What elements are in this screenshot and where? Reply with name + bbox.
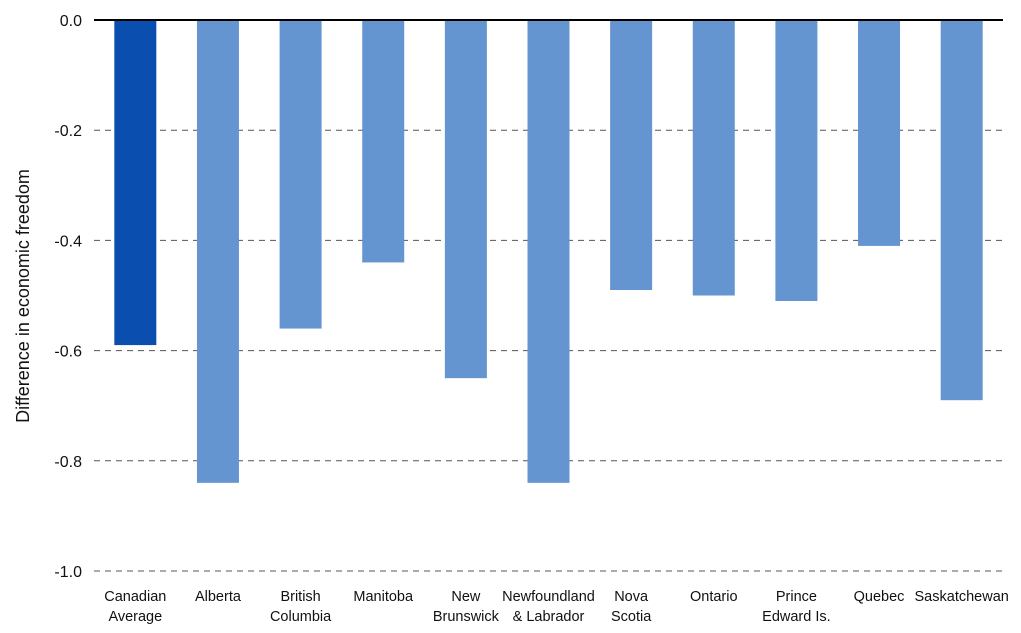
x-category-label-line: Brunswick	[433, 609, 500, 625]
bar	[858, 20, 900, 246]
x-category-label-line: Prince	[776, 589, 817, 605]
x-category-label-line: Quebec	[854, 589, 905, 605]
bar	[114, 20, 156, 345]
bars	[114, 20, 982, 483]
bar	[445, 20, 487, 378]
x-category-label: New Brunswick	[433, 589, 500, 625]
bar	[528, 20, 570, 483]
y-tick-label: 0.0	[60, 13, 82, 30]
x-category-label: Prince Edward Is.	[762, 589, 831, 625]
x-category-label: Manitoba	[353, 589, 414, 605]
y-tick-label: -0.6	[54, 344, 82, 361]
x-category-label-line: Edward Is.	[762, 609, 831, 625]
x-category-label: Alberta	[195, 589, 242, 605]
x-category-labels: Canadian Average Alberta British Columbia Man…	[104, 589, 1009, 625]
bar	[280, 20, 322, 329]
x-category-label: Canadian Average	[104, 589, 166, 625]
x-category-label-line: Canadian	[104, 589, 166, 605]
bar	[693, 20, 735, 296]
y-tick-label: -0.4	[54, 233, 82, 250]
x-category-label-line: Ontario	[690, 589, 738, 605]
x-category-label-line: Newfoundland	[502, 589, 595, 605]
y-axis-title: Difference in economic freedom	[13, 169, 33, 423]
y-tick-label: -1.0	[54, 564, 82, 581]
y-tick-label: -0.2	[54, 123, 82, 140]
x-category-label: Nova Scotia	[611, 589, 652, 625]
x-category-label: British Columbia	[270, 589, 332, 625]
x-category-label-line: Nova	[614, 589, 649, 605]
x-category-label-line: Columbia	[270, 609, 332, 625]
x-category-label-line: British	[280, 589, 320, 605]
bar	[941, 20, 983, 400]
bar	[197, 20, 239, 483]
x-category-label-line: Alberta	[195, 589, 242, 605]
x-category-label: Quebec	[854, 589, 905, 605]
bar	[610, 20, 652, 290]
bar	[775, 20, 817, 301]
x-category-label-line: Scotia	[611, 609, 652, 625]
x-category-label: Newfoundland & Labrador	[502, 589, 595, 625]
x-category-label-line: Average	[108, 609, 162, 625]
x-category-label-line: Saskatchewan	[915, 589, 1009, 605]
x-category-label: Saskatchewan	[915, 589, 1009, 605]
y-tick-label: -0.8	[54, 454, 82, 471]
x-category-label-line: Manitoba	[353, 589, 414, 605]
bar	[362, 20, 404, 262]
x-category-label-line: & Labrador	[513, 609, 585, 625]
y-tick-labels: 0.0 -0.2 -0.4 -0.6 -0.8 -1.0	[54, 13, 82, 581]
x-category-label: Ontario	[690, 589, 738, 605]
x-category-label-line: New	[451, 589, 481, 605]
